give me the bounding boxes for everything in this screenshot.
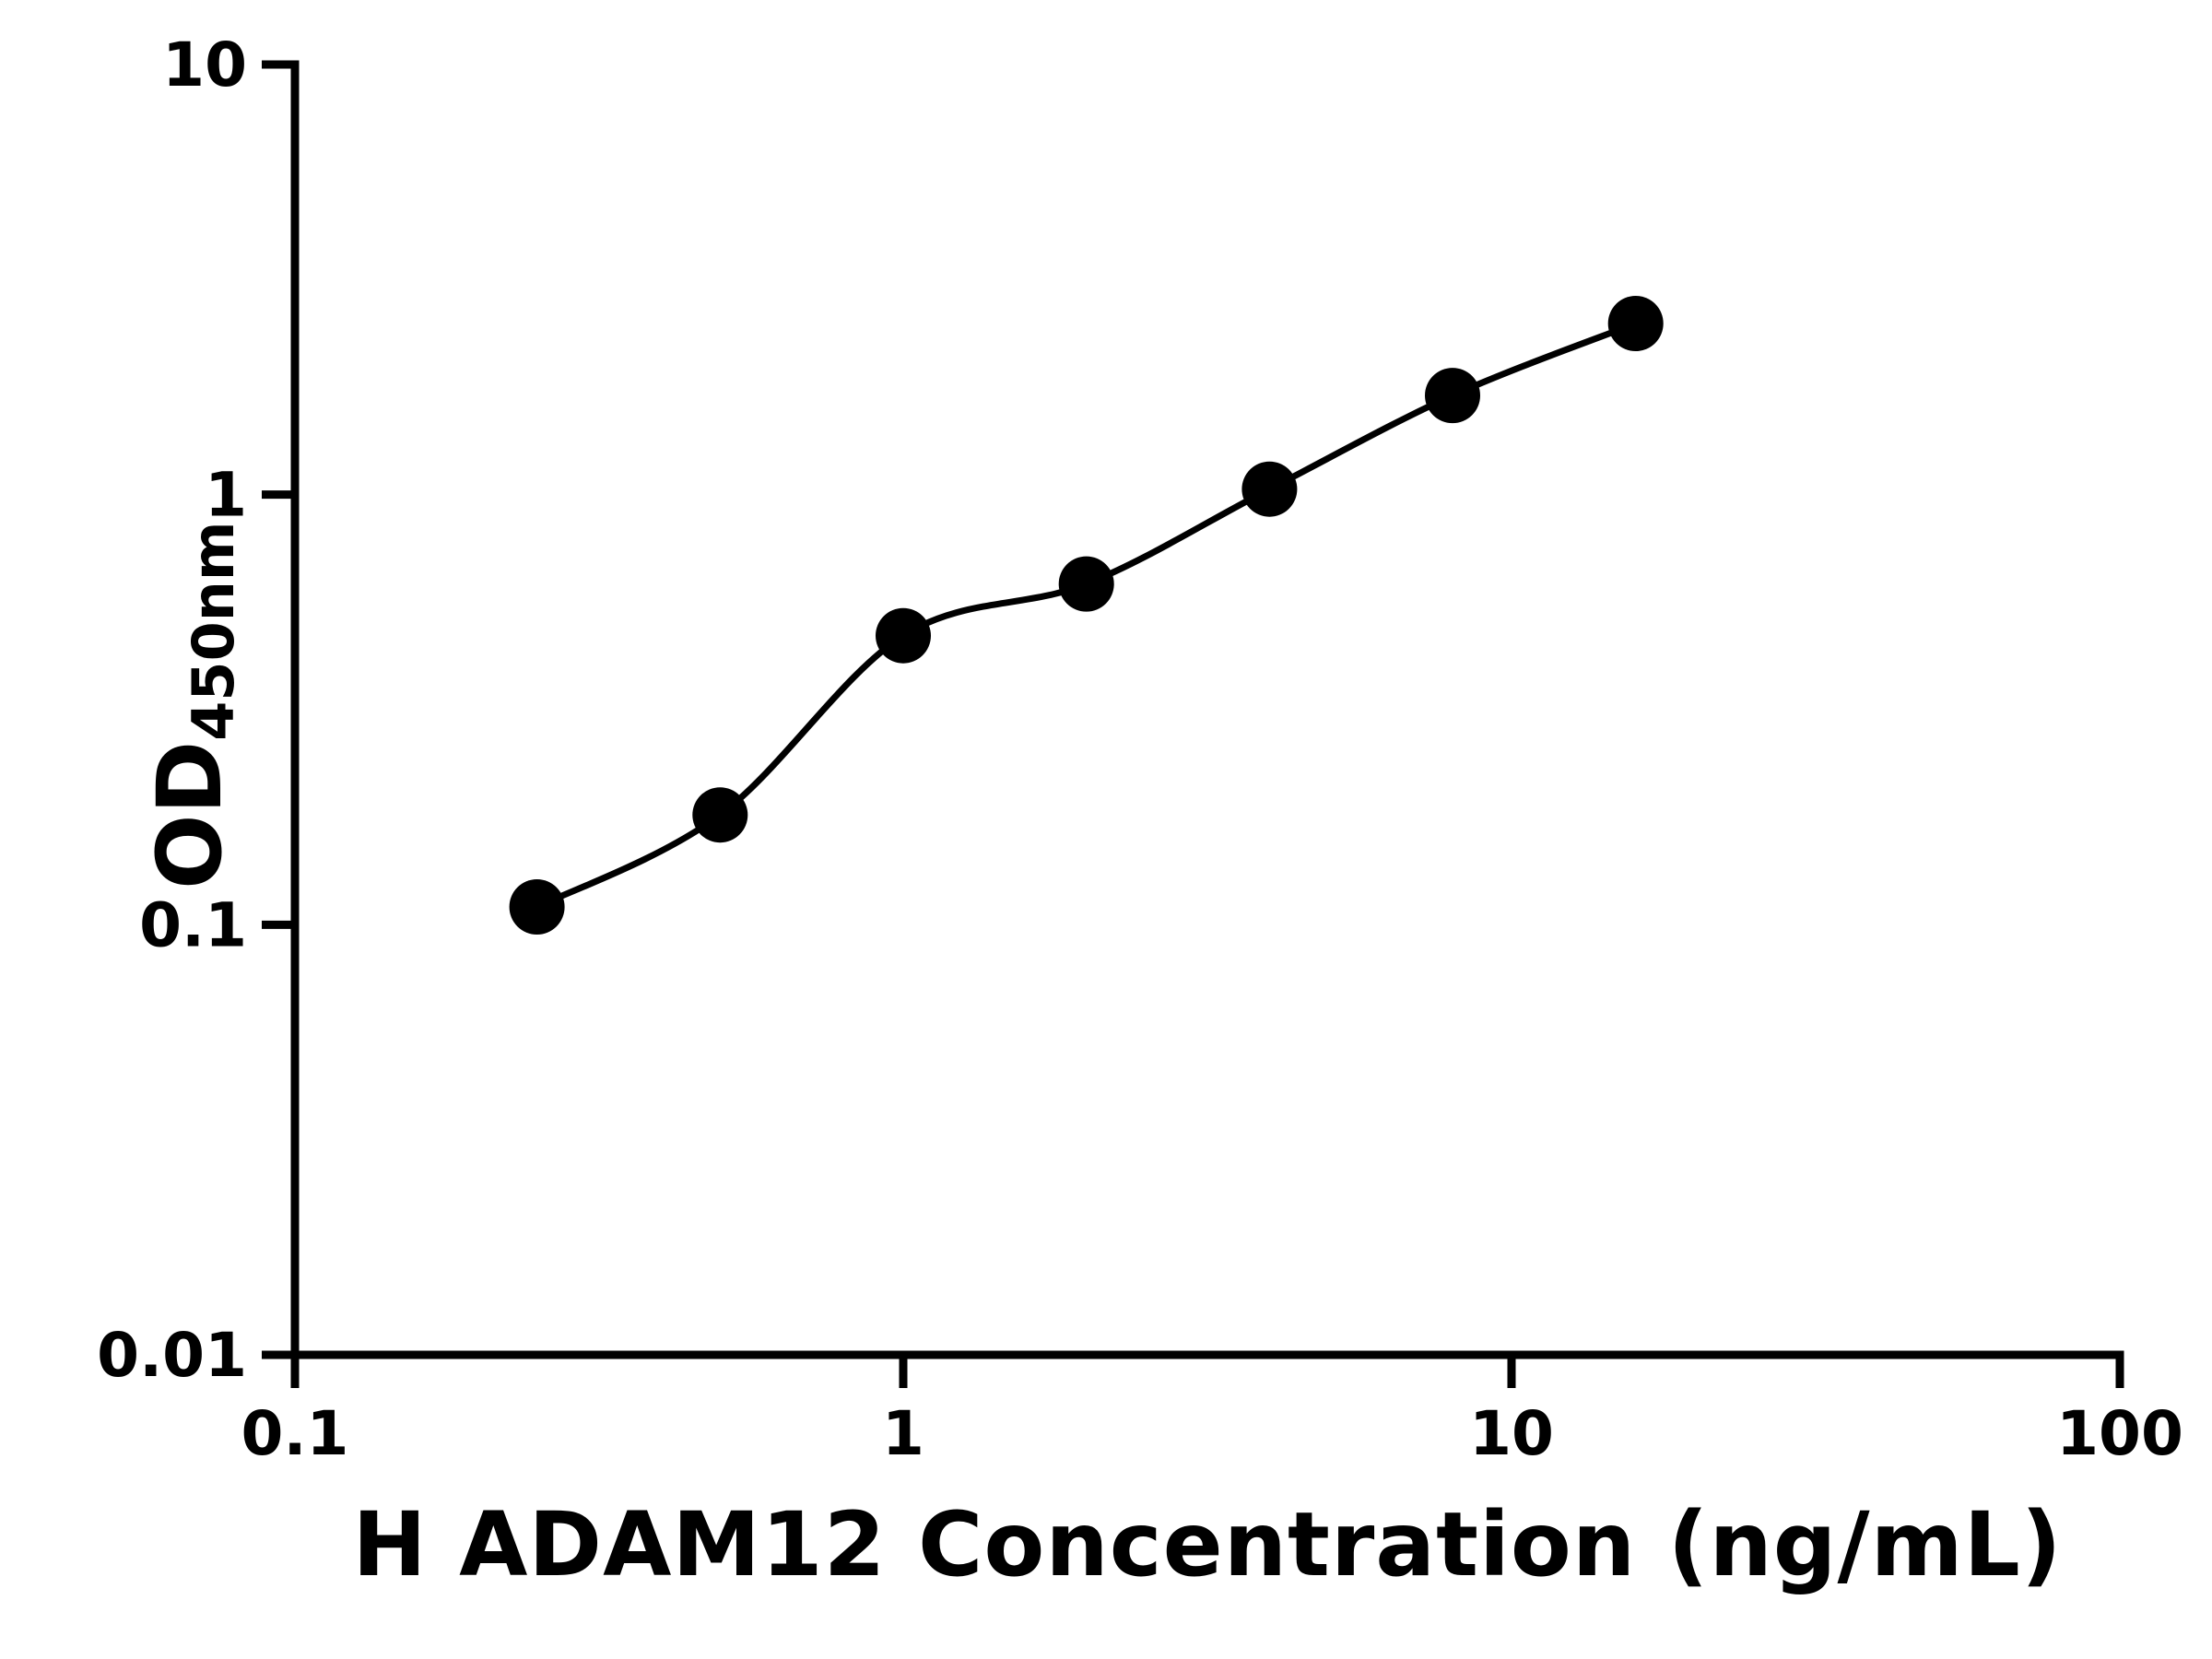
y-tick-label: 10 bbox=[162, 29, 247, 100]
y-tick-label: 0.1 bbox=[139, 889, 247, 960]
data-point bbox=[1607, 296, 1664, 351]
axes-spine bbox=[290, 60, 2124, 1359]
data-point bbox=[1241, 461, 1298, 517]
data-point bbox=[509, 879, 565, 935]
y-tick-label: 1 bbox=[205, 460, 247, 531]
x-tick-label: 100 bbox=[2056, 1398, 2183, 1469]
data-point bbox=[1058, 556, 1114, 612]
y-axis-title-main: OD bbox=[138, 740, 241, 889]
y-axis-title-sub: 450nm bbox=[180, 521, 247, 741]
data-point bbox=[692, 787, 748, 843]
x-tick-label: 0.1 bbox=[241, 1398, 349, 1469]
x-tick-label: 10 bbox=[1469, 1398, 1554, 1469]
x-tick-label: 1 bbox=[882, 1398, 924, 1469]
y-tick-label: 0.01 bbox=[97, 1320, 247, 1391]
data-point bbox=[876, 607, 931, 664]
x-axis-title: H ADAM12 Concentration (ng/mL) bbox=[352, 1493, 2063, 1596]
y-axis-title: OD450nm bbox=[138, 522, 247, 889]
data-point bbox=[1425, 368, 1480, 424]
